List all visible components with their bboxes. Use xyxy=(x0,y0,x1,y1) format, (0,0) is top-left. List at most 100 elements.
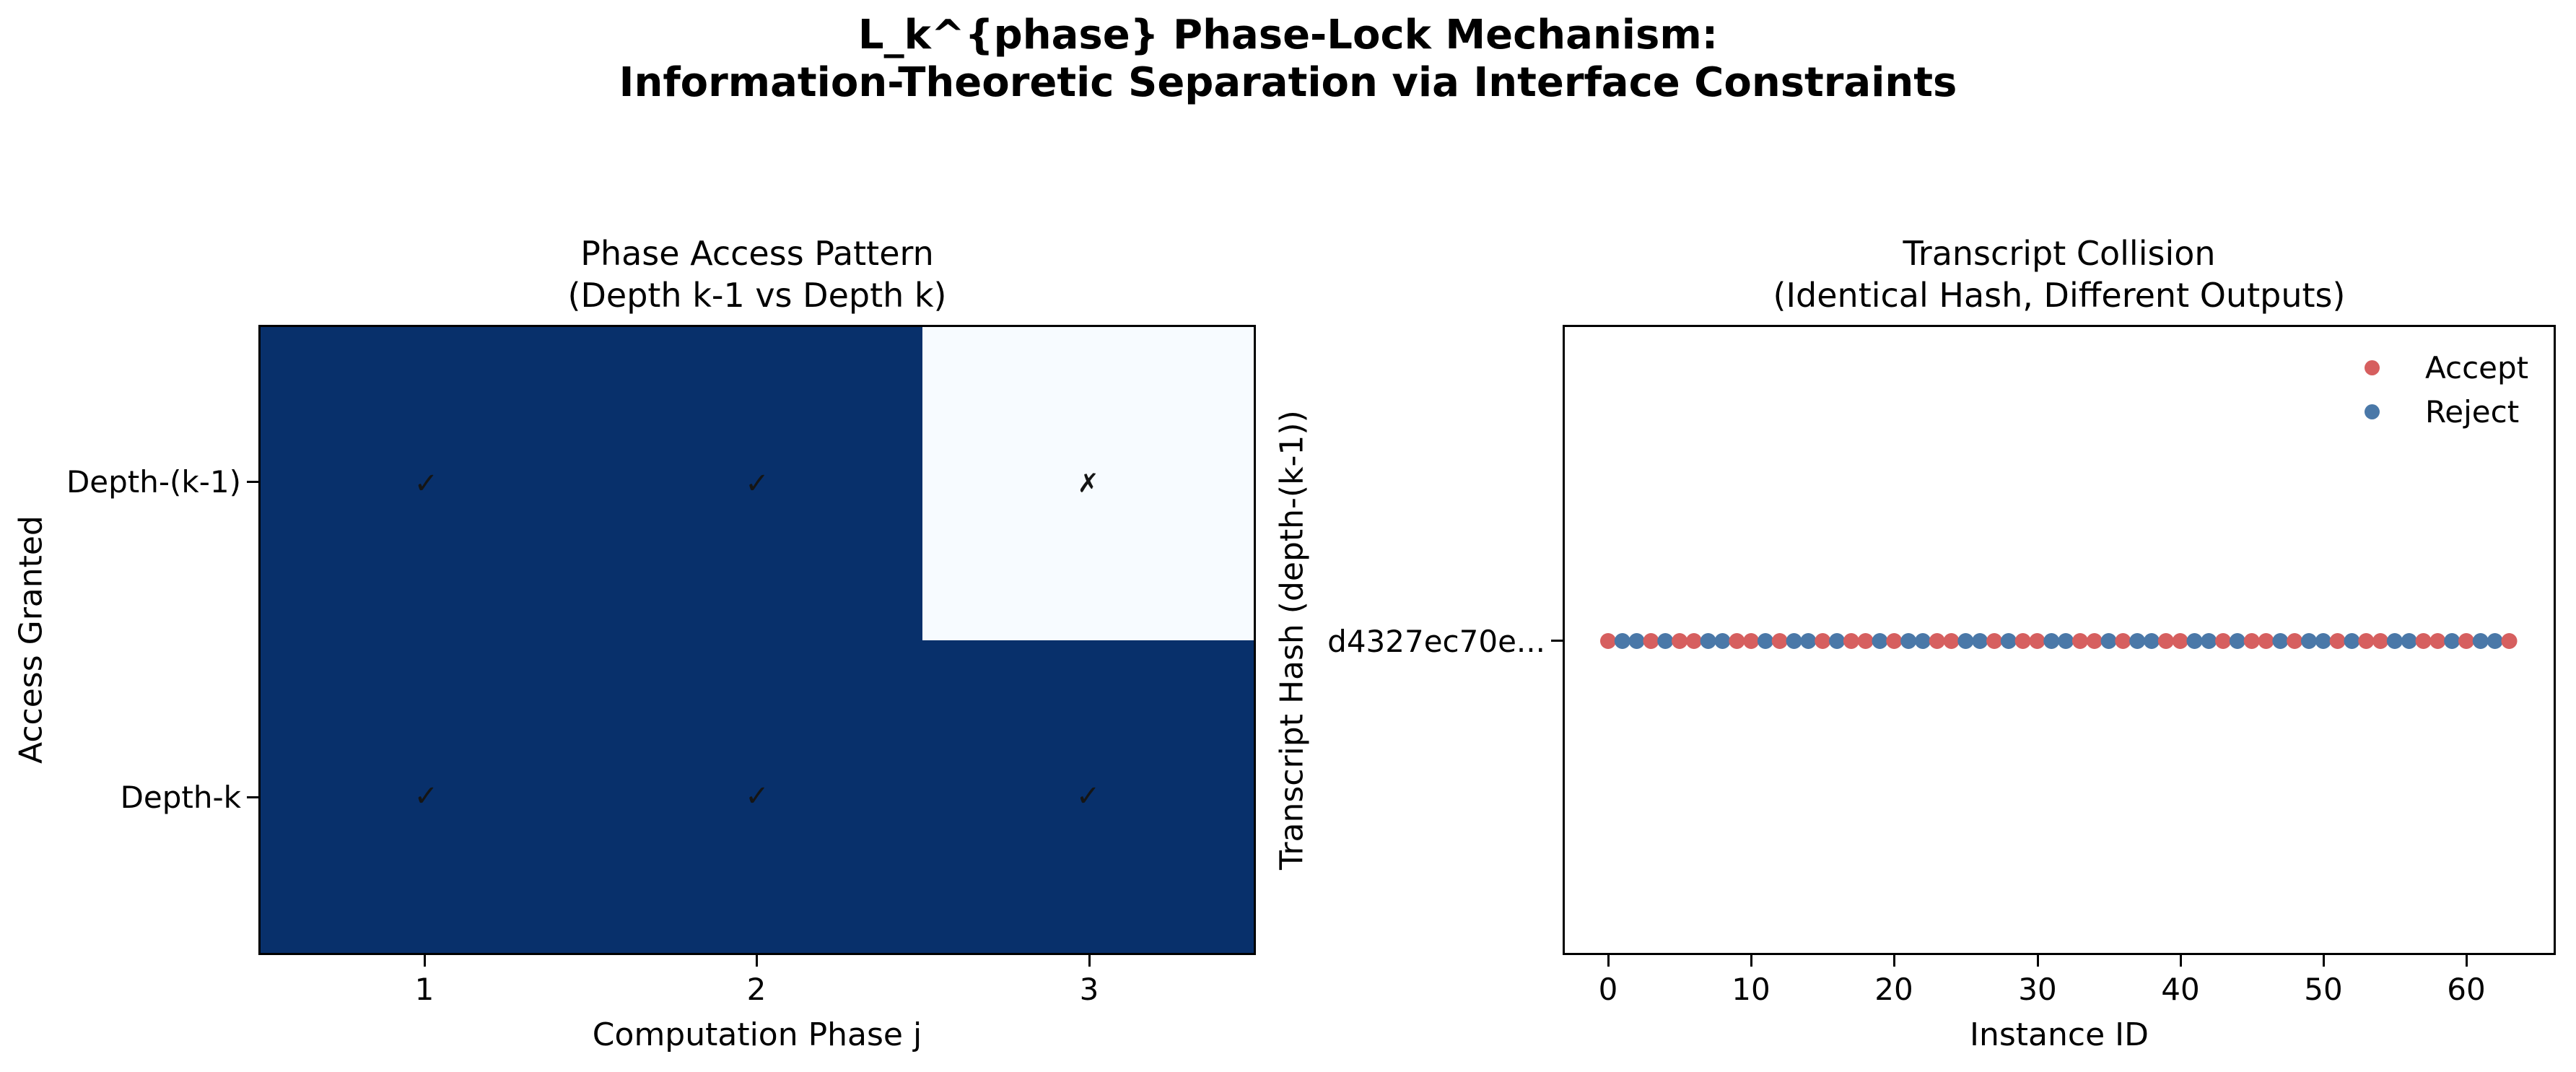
scatter-point-accept xyxy=(1857,633,1874,649)
legend-label-accept: Accept xyxy=(2425,349,2529,385)
scatter-point-reject xyxy=(1786,633,1802,649)
scatter-point-reject xyxy=(1957,633,1974,649)
scatter-point-accept xyxy=(2086,633,2103,649)
scatter-point-accept xyxy=(2287,633,2303,649)
scatter-title: Transcript Collision (Identical Hash, Di… xyxy=(1563,232,2556,316)
scatter-point-reject xyxy=(2444,633,2461,649)
x-tick-mark xyxy=(2466,955,2468,967)
heatmap-cell-denied xyxy=(922,327,1254,640)
check-mark: ✓ xyxy=(1075,780,1101,814)
check-mark: ✓ xyxy=(745,466,769,500)
scatter-title-line2: (Identical Hash, Different Outputs) xyxy=(1773,276,2346,315)
scatter-point-reject xyxy=(1900,633,1917,649)
x-tick-mark xyxy=(2323,955,2325,967)
heatmap-title: Phase Access Pattern (Depth k-1 vs Depth… xyxy=(258,232,1256,316)
y-tick-mark xyxy=(1551,640,1563,642)
scatter-point-reject xyxy=(2000,633,2017,649)
scatter-point-accept xyxy=(1743,633,1760,649)
x-tick-mark xyxy=(1893,955,1895,967)
scatter-point-accept xyxy=(2243,633,2260,649)
scatter-point-accept xyxy=(2029,633,2045,649)
heatmap-title-line2: (Depth k-1 vs Depth k) xyxy=(567,276,947,315)
x-tick-label-50: 50 xyxy=(2304,972,2343,1007)
check-mark: ✓ xyxy=(414,780,439,814)
scatter-point-reject xyxy=(2386,633,2403,649)
scatter-point-reject xyxy=(2129,633,2146,649)
scatter-point-reject xyxy=(2472,633,2489,649)
accept-marker-icon xyxy=(2365,359,2380,375)
scatter-point-reject xyxy=(2201,633,2217,649)
x-tick-label-0: 0 xyxy=(1598,972,1618,1007)
scatter-point-reject xyxy=(1972,633,1988,649)
scatter-point-accept xyxy=(1886,633,1903,649)
figure-title: L_k^{phase} Phase-Lock Mechanism: Inform… xyxy=(0,12,2576,107)
check-mark: ✓ xyxy=(745,780,769,814)
legend-entry-accept: Accept xyxy=(2365,349,2528,386)
scatter-point-accept xyxy=(2072,633,2088,649)
x-tick-mark xyxy=(1088,955,1091,967)
scatter-point-accept xyxy=(2415,633,2432,649)
scatter-point-reject xyxy=(2301,633,2317,649)
scatter-point-accept xyxy=(2115,633,2131,649)
scatter-point-reject xyxy=(1800,633,1817,649)
x-tick-label-2: 2 xyxy=(746,972,767,1007)
x-tick-label-60: 60 xyxy=(2447,972,2486,1007)
scatter-x-axis-label: Instance ID xyxy=(1970,1016,2149,1053)
scatter-point-accept xyxy=(1643,633,1659,649)
heatmap-x-axis-label: Computation Phase j xyxy=(592,1016,922,1053)
x-tick-mark xyxy=(2037,955,2039,967)
scatter-point-accept xyxy=(2501,633,2518,649)
reject-marker-icon xyxy=(2365,404,2380,419)
x-tick-mark xyxy=(756,955,758,967)
x-tick-label-20: 20 xyxy=(1874,972,1913,1007)
y-tick-label-depth-k: Depth-k xyxy=(120,780,241,815)
scatter-point-reject xyxy=(2229,633,2245,649)
scatter-point-accept xyxy=(2458,633,2474,649)
scatter-points-row xyxy=(1600,633,2518,649)
scatter-point-reject xyxy=(2043,633,2060,649)
scatter-point-accept xyxy=(2258,633,2274,649)
scatter-point-accept xyxy=(2157,633,2174,649)
y-tick-mark xyxy=(247,481,258,483)
scatter-point-accept xyxy=(1685,633,1702,649)
scatter-point-accept xyxy=(2429,633,2446,649)
x-tick-label-3: 3 xyxy=(1079,972,1099,1007)
scatter-point-accept xyxy=(1600,633,1616,649)
scatter-point-reject xyxy=(1758,633,1773,649)
scatter-point-accept xyxy=(1943,633,1960,649)
figure-title-line1: L_k^{phase} Phase-Lock Mechanism: xyxy=(857,12,1719,58)
figure-title-line2: Information-Theoretic Separation via Int… xyxy=(619,59,1957,106)
scatter-point-reject xyxy=(2315,633,2331,649)
scatter-point-accept xyxy=(2358,633,2375,649)
x-tick-label-30: 30 xyxy=(2018,972,2057,1007)
scatter-point-reject xyxy=(1829,633,1846,649)
heatmap-y-axis-label: Access Granted xyxy=(12,515,50,764)
x-tick-label-10: 10 xyxy=(1732,972,1771,1007)
x-tick-label-1: 1 xyxy=(414,972,435,1007)
scatter-point-accept xyxy=(1729,633,1745,649)
check-mark: ✓ xyxy=(414,466,439,500)
legend-label-reject: Reject xyxy=(2425,393,2520,430)
x-tick-mark xyxy=(1750,955,1752,967)
legend-entry-reject: Reject xyxy=(2365,393,2519,430)
heatmap-title-line1: Phase Access Pattern xyxy=(580,234,934,273)
scatter-point-accept xyxy=(2329,633,2346,649)
phase-access-heatmap: ✓ ✓ ✗ ✓ ✓ ✓ xyxy=(258,325,1256,955)
transcript-collision-plot: Accept Reject xyxy=(1563,325,2556,955)
scatter-point-accept xyxy=(1815,633,1831,649)
x-tick-mark xyxy=(424,955,426,967)
scatter-point-accept xyxy=(1672,633,1688,649)
scatter-point-reject xyxy=(2401,633,2417,649)
y-tick-label-depth-k-1: Depth-(k-1) xyxy=(66,464,241,500)
scatter-point-reject xyxy=(2058,633,2074,649)
scatter-title-line1: Transcript Collision xyxy=(1903,234,2216,273)
y-tick-label-hash: d4327ec70e... xyxy=(1327,624,1545,659)
scatter-point-reject xyxy=(1872,633,1888,649)
scatter-point-reject xyxy=(2272,633,2289,649)
scatter-point-reject xyxy=(2100,633,2117,649)
y-tick-mark xyxy=(247,796,258,798)
x-mark: ✗ xyxy=(1077,469,1099,499)
scatter-point-reject xyxy=(1657,633,1674,649)
scatter-point-accept xyxy=(2172,633,2188,649)
scatter-point-reject xyxy=(2186,633,2203,649)
